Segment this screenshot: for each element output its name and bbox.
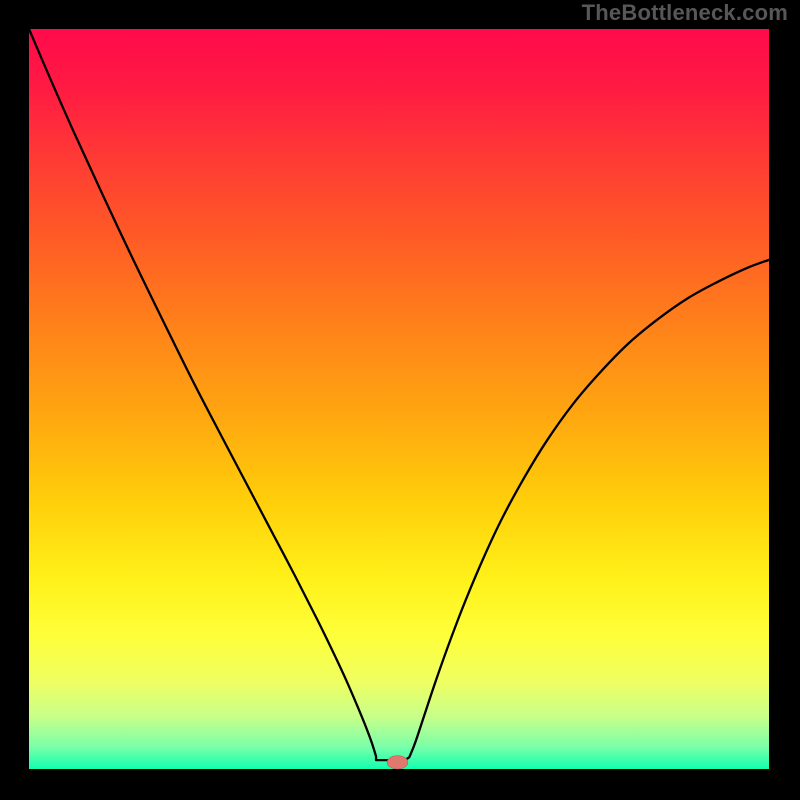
bottleneck-chart [0,0,800,800]
frame-left [0,0,29,800]
plot-background [29,29,769,769]
frame-bottom [0,771,800,800]
optimal-point-marker [387,756,408,769]
chart-container: { "watermark": { "text": "TheBottleneck.… [0,0,800,800]
watermark-text: TheBottleneck.com [582,0,788,26]
frame-right [771,0,800,800]
